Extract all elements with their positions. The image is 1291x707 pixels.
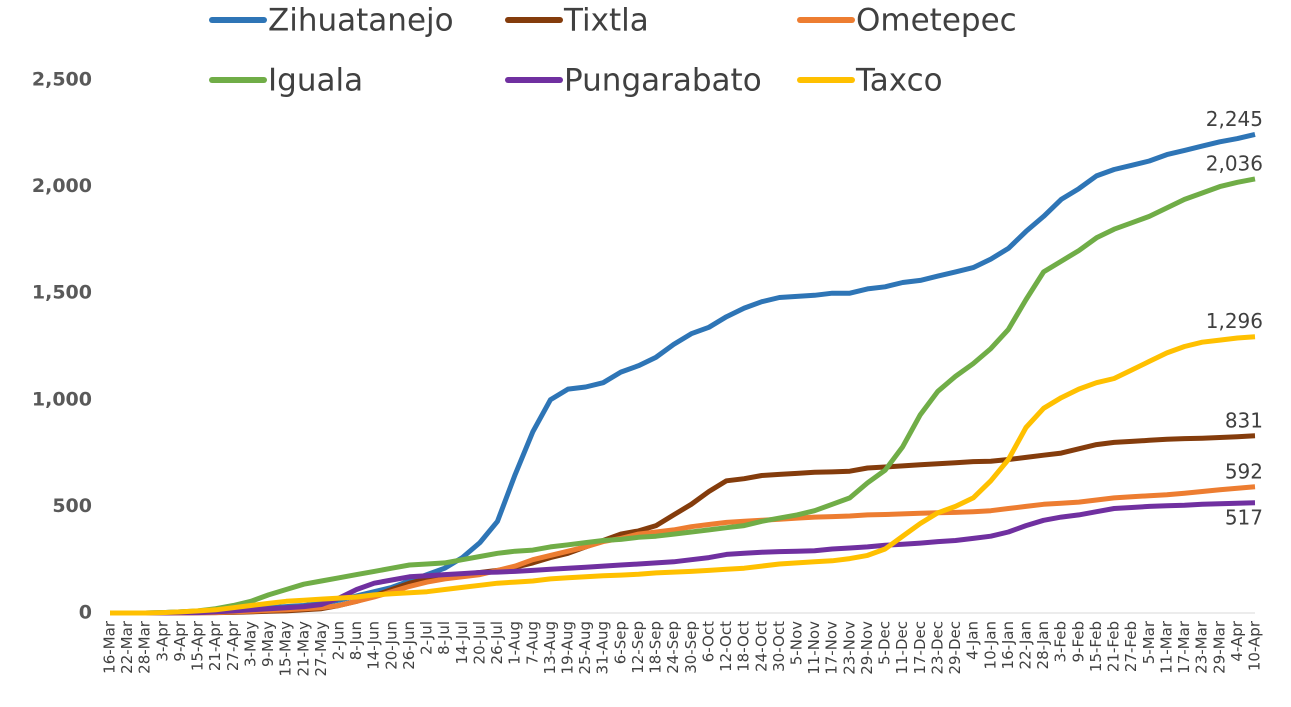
data-label: 592 (1225, 459, 1263, 483)
x-tick-label: 6-Sep (611, 621, 629, 664)
legend-label: Zihuatanejo (268, 3, 454, 39)
x-tick-label: 5-Mar (1140, 620, 1158, 664)
x-tick-label: 28-Mar (136, 620, 154, 674)
x-tick-label: 19-Aug (559, 621, 577, 674)
x-tick-label: 9-Feb (1069, 621, 1087, 663)
x-tick-label: 15-Feb (1087, 621, 1105, 672)
y-tick-label: 2,000 (32, 175, 92, 197)
x-tick-label: 1-Aug (506, 621, 524, 665)
x-tick-label: 3-Apr (153, 620, 171, 661)
x-tick-label: 3-Feb (1052, 621, 1070, 663)
x-tick-label: 24-Sep (664, 621, 682, 674)
x-tick-label: 26-Jul (488, 621, 506, 664)
x-tick-label: 15-May (277, 621, 295, 677)
x-tick-label: 27-May (312, 621, 330, 677)
x-tick-label: 3-May (241, 621, 259, 667)
y-tick-label: 0 (79, 602, 92, 624)
series-line (110, 334, 1256, 616)
x-tick-label: 2-Jul (418, 621, 436, 655)
x-tick-label: 10-Apr (1246, 620, 1264, 671)
data-label: 2,036 (1206, 151, 1263, 175)
x-tick-label: 21-Feb (1105, 621, 1123, 672)
x-tick-label: 24-Oct (752, 621, 770, 672)
x-tick-label: 27-Apr (224, 620, 242, 671)
x-tick-label: 8-Jun (347, 621, 365, 660)
x-tick-label: 28-Jan (1034, 621, 1052, 669)
series-line (110, 433, 1256, 616)
x-tick-label: 29-Nov (858, 621, 876, 675)
series-line (110, 484, 1256, 616)
series-line (110, 131, 1256, 616)
x-tick-label: 23-Mar (1193, 620, 1211, 674)
series-line (110, 500, 1256, 616)
x-tick-label: 16-Jan (999, 621, 1017, 669)
data-label: 2,245 (1206, 107, 1263, 131)
x-tick-label: 26-Jun (400, 621, 418, 670)
x-tick-label: 4-Apr (1228, 620, 1246, 661)
data-label: 517 (1225, 505, 1263, 529)
x-tick-label: 20-Jun (382, 621, 400, 670)
legend-label: Ometepec (856, 3, 1017, 39)
x-tick-label: 29-Mar (1210, 620, 1228, 674)
x-tick-label: 13-Aug (541, 621, 559, 674)
x-tick-label: 4-Jan (964, 621, 982, 660)
data-label: 831 (1225, 408, 1263, 432)
x-tick-label: 20-Jul (470, 621, 488, 664)
x-tick-label: 14-Jul (453, 621, 471, 664)
x-tick-label: 9-May (259, 621, 277, 667)
legend-label: Iguala (268, 63, 363, 99)
x-tick-label: 11-Dec (893, 621, 911, 675)
x-tick-label: 27-Feb (1122, 621, 1140, 672)
y-tick-label: 500 (52, 495, 92, 517)
x-tick-label: 18-Sep (647, 621, 665, 674)
x-tick-label: 29-Dec (946, 621, 964, 675)
x-tick-label: 22-Mar (118, 620, 136, 674)
y-tick-label: 1,500 (32, 282, 92, 304)
x-tick-label: 15-Apr (189, 620, 207, 671)
x-tick-label: 12-Sep (629, 621, 647, 674)
y-tick-label: 1,000 (32, 388, 92, 410)
x-tick-label: 16-Mar (101, 620, 119, 674)
x-tick-label: 22-Jan (1017, 621, 1035, 669)
x-tick-label: 31-Aug (594, 621, 612, 674)
data-label: 1,296 (1206, 309, 1263, 333)
series-line (110, 176, 1256, 616)
x-tick-label: 23-Nov (840, 621, 858, 675)
legend-label: Taxco (855, 63, 943, 99)
x-tick-label: 17-Nov (823, 621, 841, 675)
y-tick-label: 2,500 (32, 69, 92, 91)
x-tick-label: 30-Sep (682, 621, 700, 674)
x-tick-label: 17-Dec (911, 621, 929, 675)
x-tick-label: 8-Jul (435, 621, 453, 655)
x-tick-label: 5-Nov (788, 621, 806, 665)
x-tick-label: 10-Jan (981, 621, 999, 669)
x-tick-label: 21-Apr (206, 620, 224, 671)
x-tick-label: 9-Apr (171, 620, 189, 661)
x-tick-label: 2-Jun (330, 621, 348, 660)
x-tick-label: 21-May (294, 621, 312, 677)
x-tick-label: 12-Oct (717, 621, 735, 672)
x-tick-label: 18-Oct (735, 621, 753, 672)
x-tick-label: 30-Oct (770, 621, 788, 672)
x-tick-label: 23-Dec (928, 621, 946, 675)
x-tick-label: 11-Nov (805, 621, 823, 675)
legend-label: Tixtla (563, 3, 649, 39)
x-tick-label: 7-Aug (523, 621, 541, 665)
legend-label: Pungarabato (564, 63, 762, 99)
x-tick-label: 17-Mar (1175, 620, 1193, 674)
x-tick-label: 14-Jun (365, 621, 383, 670)
x-tick-label: 6-Oct (699, 621, 717, 662)
x-tick-label: 11-Mar (1157, 620, 1175, 674)
x-tick-label: 5-Dec (876, 621, 894, 665)
x-tick-label: 25-Aug (576, 621, 594, 674)
